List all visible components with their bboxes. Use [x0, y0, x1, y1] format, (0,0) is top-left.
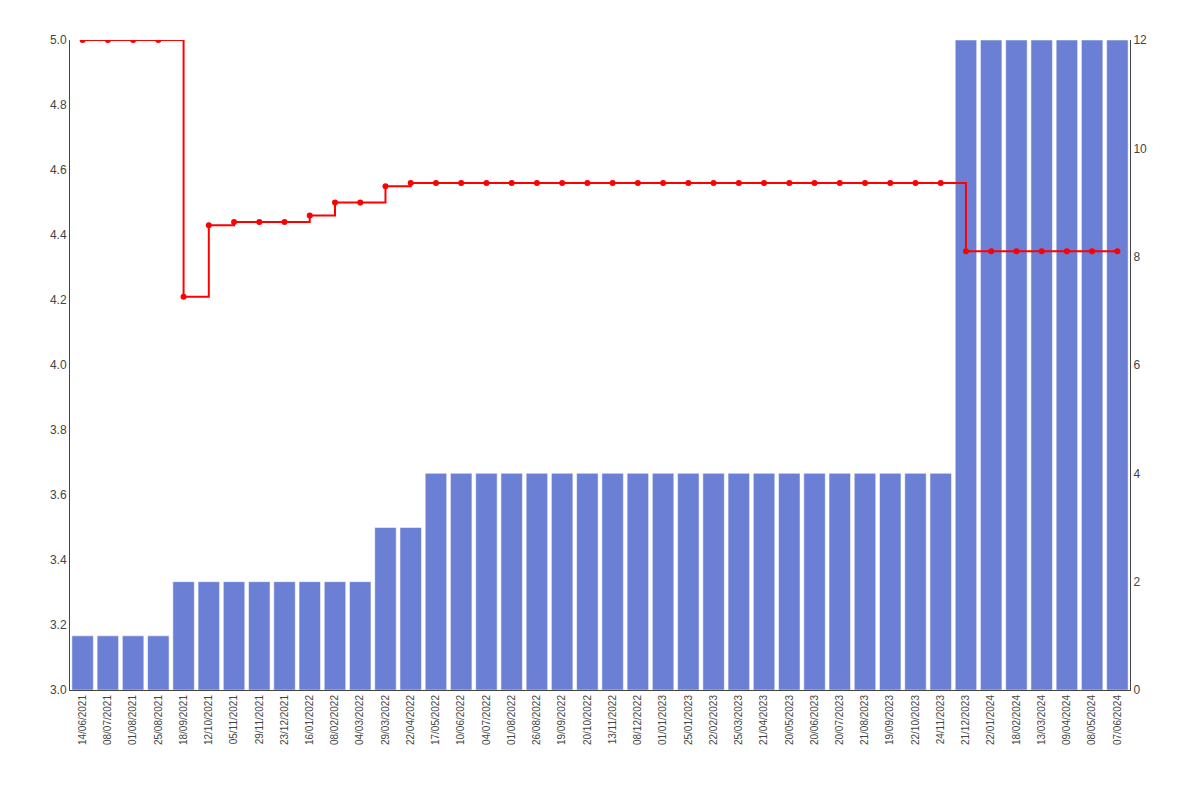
svg-text:0: 0 [1133, 683, 1140, 697]
svg-text:04/07/2022: 04/07/2022 [481, 695, 492, 745]
svg-text:20/06/2023: 20/06/2023 [809, 695, 820, 745]
svg-text:25/01/2023: 25/01/2023 [683, 695, 694, 745]
svg-text:4.4: 4.4 [50, 228, 67, 242]
svg-text:4.0: 4.0 [50, 358, 67, 372]
svg-text:22/04/2022: 22/04/2022 [405, 695, 416, 745]
svg-text:4.6: 4.6 [50, 163, 67, 177]
svg-text:08/05/2024: 08/05/2024 [1086, 695, 1097, 745]
svg-text:8: 8 [1133, 250, 1140, 264]
svg-text:12/10/2021: 12/10/2021 [203, 695, 214, 745]
svg-text:21/04/2023: 21/04/2023 [758, 695, 769, 745]
svg-text:22/10/2023: 22/10/2023 [910, 695, 921, 745]
svg-text:4.8: 4.8 [50, 98, 67, 112]
svg-text:05/11/2021: 05/11/2021 [228, 695, 239, 745]
svg-text:21/08/2023: 21/08/2023 [859, 695, 870, 745]
svg-text:3.6: 3.6 [50, 488, 67, 502]
svg-text:04/03/2022: 04/03/2022 [354, 695, 365, 745]
svg-text:3.0: 3.0 [50, 683, 67, 697]
svg-text:08/02/2022: 08/02/2022 [329, 695, 340, 745]
svg-text:24/11/2023: 24/11/2023 [935, 695, 946, 745]
svg-text:10: 10 [1133, 142, 1147, 156]
svg-text:01/08/2022: 01/08/2022 [506, 695, 517, 745]
svg-text:08/07/2021: 08/07/2021 [102, 695, 113, 745]
svg-text:20/10/2022: 20/10/2022 [582, 695, 593, 745]
svg-text:13/03/2024: 13/03/2024 [1036, 695, 1047, 745]
svg-text:3.4: 3.4 [50, 553, 67, 567]
svg-text:16/01/2022: 16/01/2022 [304, 695, 315, 745]
svg-text:5.0: 5.0 [50, 33, 67, 47]
svg-text:12: 12 [1133, 33, 1147, 47]
svg-text:09/04/2024: 09/04/2024 [1061, 695, 1072, 745]
svg-text:3.8: 3.8 [50, 423, 67, 437]
svg-text:4.2: 4.2 [50, 293, 67, 307]
svg-text:23/12/2021: 23/12/2021 [279, 695, 290, 745]
svg-text:19/09/2022: 19/09/2022 [556, 695, 567, 745]
svg-text:6: 6 [1133, 358, 1140, 372]
svg-text:20/05/2023: 20/05/2023 [784, 695, 795, 745]
svg-text:25/08/2021: 25/08/2021 [153, 695, 164, 745]
svg-text:17/05/2022: 17/05/2022 [430, 695, 441, 745]
svg-text:01/01/2023: 01/01/2023 [657, 695, 668, 745]
svg-text:07/06/2024: 07/06/2024 [1112, 695, 1123, 745]
svg-text:19/09/2023: 19/09/2023 [884, 695, 895, 745]
svg-text:22/01/2024: 22/01/2024 [985, 695, 996, 745]
svg-text:21/12/2023: 21/12/2023 [960, 695, 971, 745]
svg-text:29/11/2021: 29/11/2021 [254, 695, 265, 745]
svg-text:2: 2 [1133, 575, 1140, 589]
svg-text:18/09/2021: 18/09/2021 [178, 695, 189, 745]
svg-text:01/08/2021: 01/08/2021 [127, 695, 138, 745]
svg-text:26/08/2022: 26/08/2022 [531, 695, 542, 745]
svg-text:20/07/2023: 20/07/2023 [834, 695, 845, 745]
svg-text:29/03/2022: 29/03/2022 [380, 695, 391, 745]
svg-text:14/06/2021: 14/06/2021 [77, 695, 88, 745]
svg-text:10/06/2022: 10/06/2022 [455, 695, 466, 745]
svg-text:4: 4 [1133, 467, 1140, 481]
svg-text:25/03/2023: 25/03/2023 [733, 695, 744, 745]
svg-text:08/12/2022: 08/12/2022 [632, 695, 643, 745]
svg-text:3.2: 3.2 [50, 618, 67, 632]
svg-text:22/02/2023: 22/02/2023 [708, 695, 719, 745]
svg-text:13/11/2022: 13/11/2022 [607, 695, 618, 745]
svg-text:18/02/2024: 18/02/2024 [1011, 695, 1022, 745]
